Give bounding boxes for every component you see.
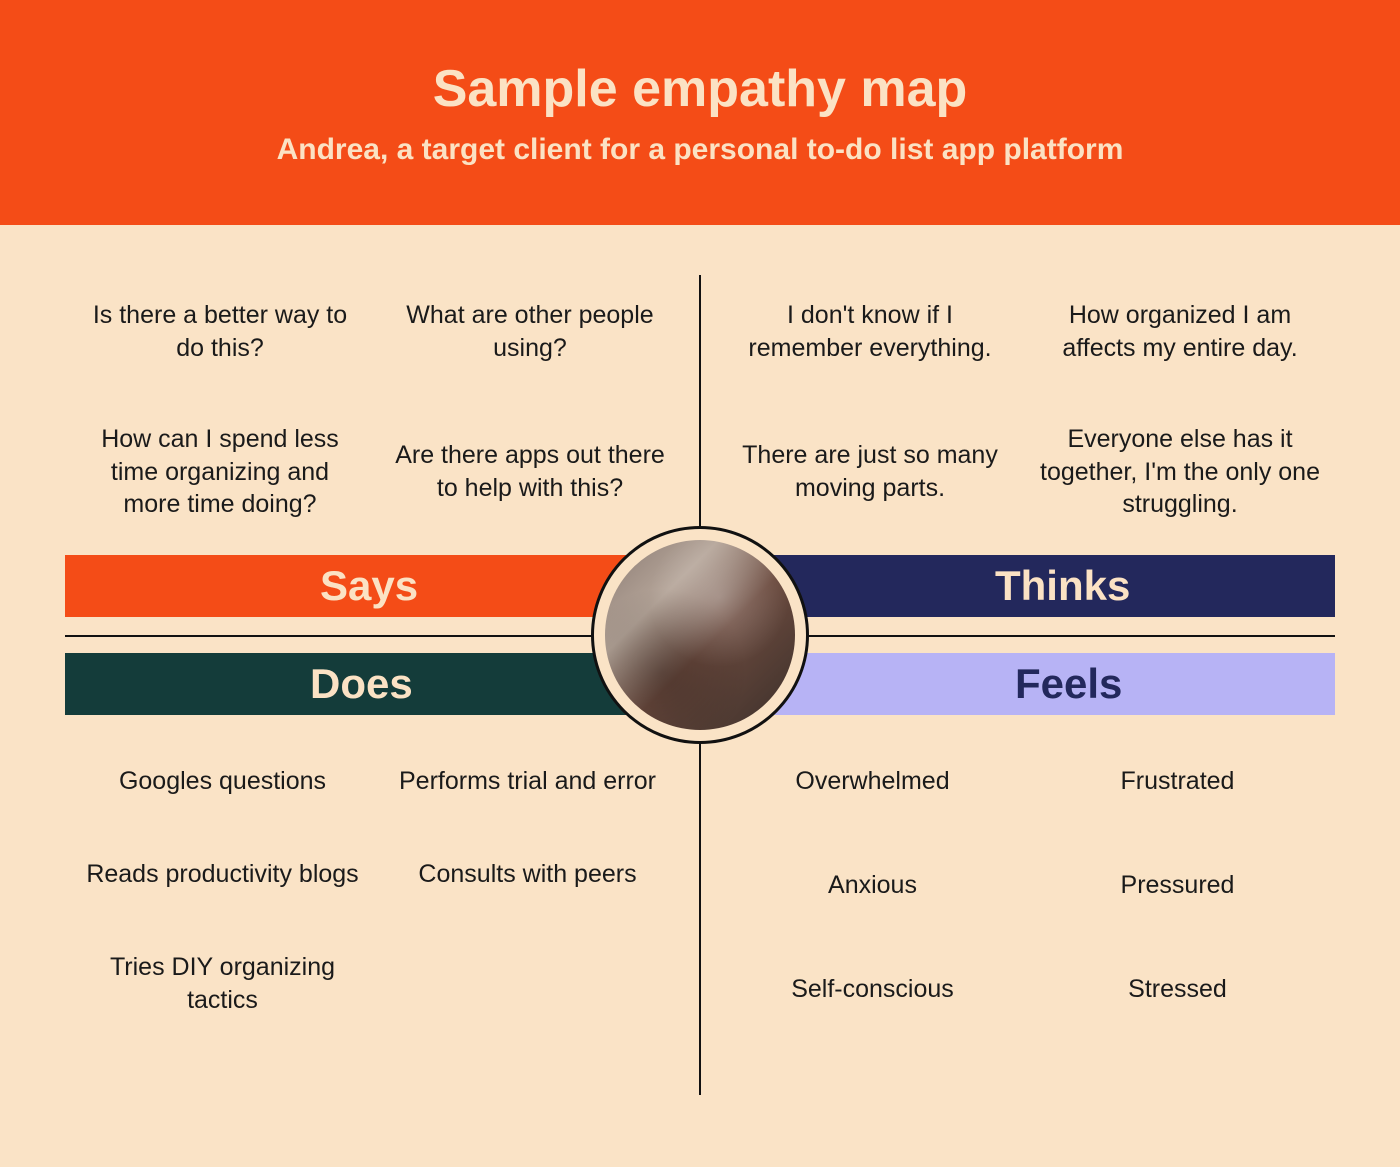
says-item: Is there a better way to do this? (80, 299, 360, 364)
does-item: Consults with peers (385, 858, 670, 929)
avatar (591, 526, 809, 744)
does-item: Reads productivity blogs (80, 858, 365, 929)
says-item: What are other people using? (390, 299, 670, 364)
feels-item: Pressured (1035, 869, 1320, 951)
band-thinks: Thinks (735, 555, 1335, 617)
band-does: Does (65, 653, 665, 715)
page-title: Sample empathy map (433, 59, 968, 119)
band-says: Says (65, 555, 665, 617)
feels-item: Overwhelmed (730, 765, 1015, 847)
says-items: Is there a better way to do this? What a… (80, 285, 670, 535)
feels-item: Self-conscious (730, 973, 1015, 1055)
does-item: Performs trial and error (385, 765, 670, 836)
avatar-image (605, 540, 795, 730)
feels-item: Stressed (1035, 973, 1320, 1055)
thinks-item: How organized I am affects my entire day… (1040, 299, 1320, 364)
feels-item: Frustrated (1035, 765, 1320, 847)
thinks-item: There are just so many moving parts. (730, 423, 1010, 521)
does-item (385, 951, 670, 1055)
band-feels: Feels (735, 653, 1335, 715)
thinks-item: I don't know if I remember everything. (730, 299, 1010, 364)
says-item: How can I spend less time organizing and… (80, 423, 360, 521)
feels-items: Overwhelmed Frustrated Anxious Pressured… (730, 765, 1320, 1055)
does-item: Googles questions (80, 765, 365, 836)
thinks-items: I don't know if I remember everything. H… (730, 285, 1320, 535)
header: Sample empathy map Andrea, a target clie… (0, 0, 1400, 225)
page-subtitle: Andrea, a target client for a personal t… (277, 133, 1124, 167)
says-item: Are there apps out there to help with th… (390, 423, 670, 521)
feels-item: Anxious (730, 869, 1015, 951)
empathy-map: Says Thinks Does Feels Is there a better… (0, 225, 1400, 1167)
does-items: Googles questions Performs trial and err… (80, 765, 670, 1055)
thinks-item: Everyone else has it together, I'm the o… (1040, 423, 1320, 521)
does-item: Tries DIY organizing tactics (80, 951, 365, 1055)
